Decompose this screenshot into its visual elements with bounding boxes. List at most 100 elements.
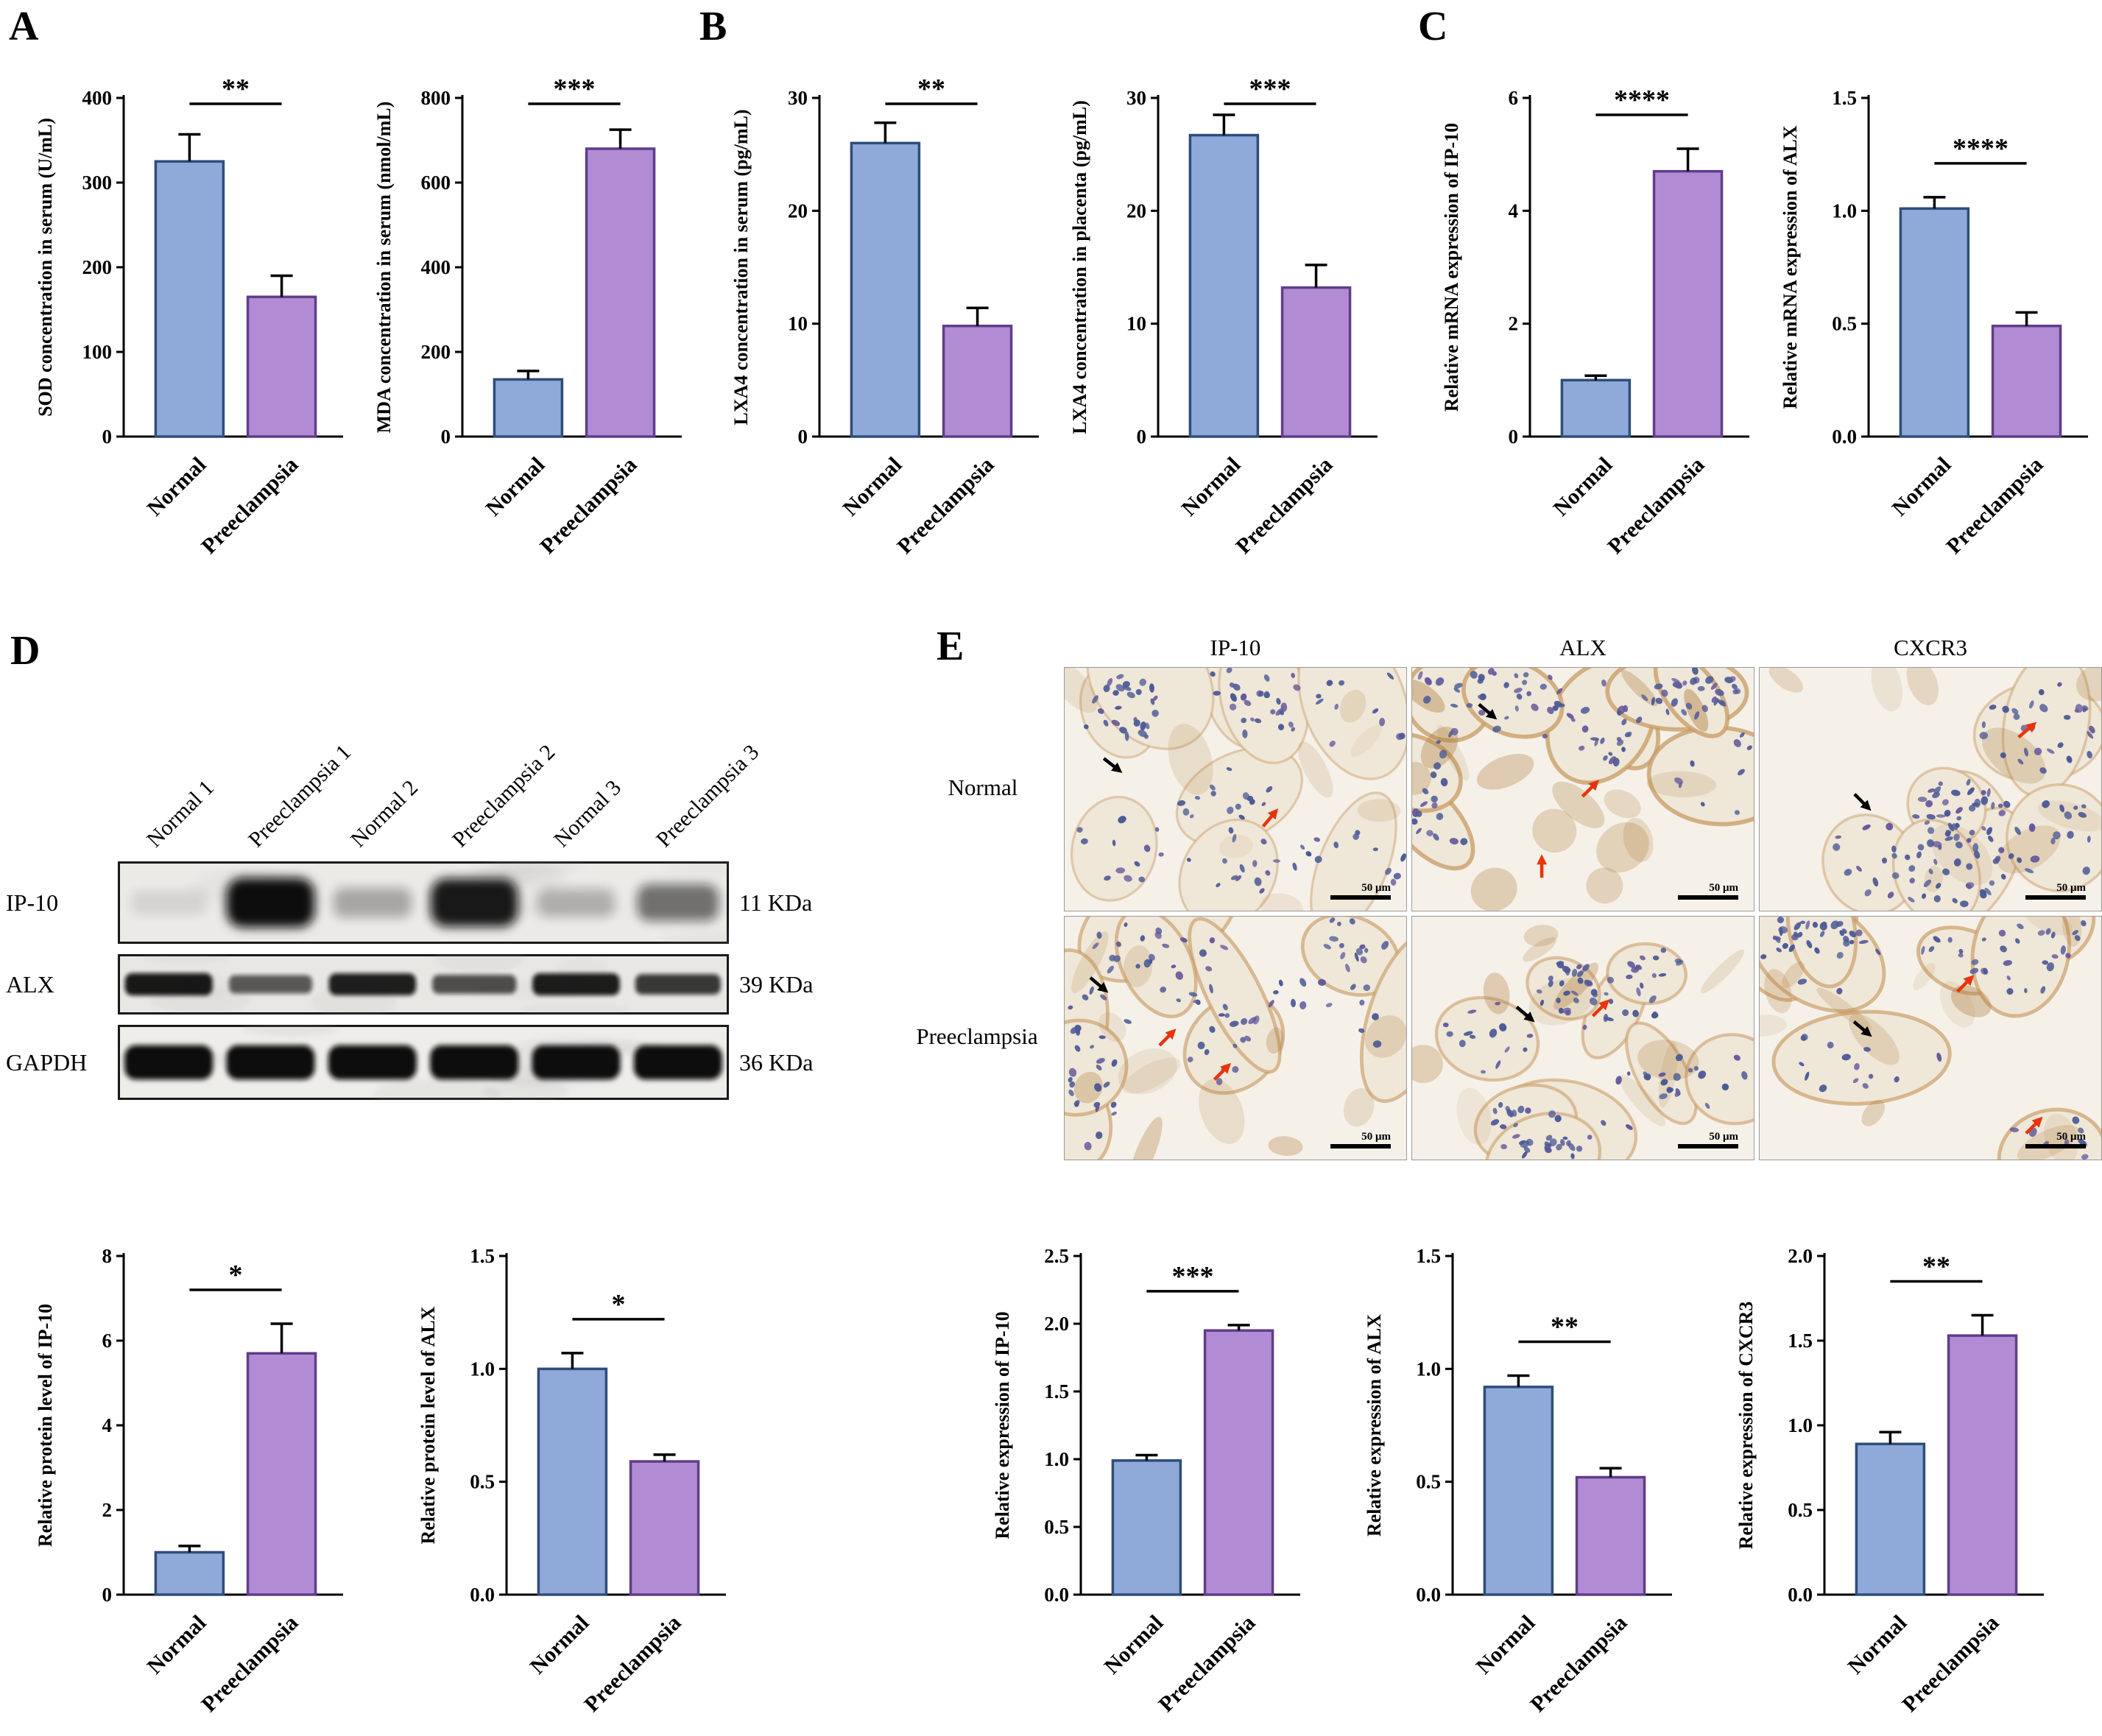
ihc-tile-normal-cxcr3: 50 μm [1759, 649, 2102, 934]
significance-stars: *** [553, 74, 595, 105]
y-tick-label: 800 [421, 87, 451, 109]
ihc-col-header-ip10: IP-10 [1210, 635, 1261, 660]
blot-protein-label: IP-10 [6, 889, 59, 916]
scale-bar [1678, 895, 1738, 900]
blot-kda-label: 36 KDa [739, 1049, 814, 1076]
blot-band [430, 878, 518, 927]
chart-svg-E1: 0.0 0.5 1.0 1.5 2.0 2.5 Relative expression of… [992, 1245, 1300, 1717]
scale-bar-label: 50 μm [1709, 1131, 1738, 1143]
x-category-label: Normal [481, 453, 549, 521]
blot-kda-label: 39 KDa [739, 971, 814, 998]
bar-normal [154, 1550, 225, 1596]
y-tick-label: 0 [102, 1584, 113, 1606]
scale-bar [1330, 895, 1391, 900]
bar-normal [154, 160, 225, 438]
scale-bar [2025, 895, 2086, 900]
black-arrow [1089, 976, 1109, 993]
y-tick-label: 0.5 [1416, 1471, 1441, 1493]
x-category-label: Preeclampsia [197, 1611, 303, 1717]
blot-row-svg [118, 853, 780, 953]
chart-mrna-alx: 0.0 0.5 1.0 1.5 Relative mRNA expression of … [1774, 40, 2098, 578]
y-tick-label: 200 [82, 256, 113, 278]
x-category-label: Preeclampsia [1154, 1611, 1260, 1717]
lane-label: Preeclampsia 2 [447, 739, 560, 853]
y-tick-label: 30 [1126, 87, 1146, 109]
y-tick-label: 0 [1509, 426, 1519, 448]
scale-bar-label: 50 μm [1361, 1131, 1391, 1143]
x-category-label: Normal [1548, 453, 1617, 521]
bar-normal [1855, 1442, 1926, 1596]
ihc-row-label-normal: Normal [948, 775, 1018, 800]
y-tick-label: 20 [1126, 200, 1146, 222]
x-category-label: Normal [1843, 1611, 1911, 1679]
panel-e-label: E [937, 624, 964, 669]
chart-svg-B2: 0 10 20 30 LXA4 concentration in placenta (p… [1069, 74, 1378, 559]
bar-preeclampsia [1991, 324, 2062, 438]
ihc-micrograph: 50 μm [1403, 916, 1782, 1207]
blot-band [131, 890, 207, 915]
blot-band-row-ip10 [118, 853, 780, 953]
bar-preeclampsia [942, 324, 1013, 438]
blot-band [532, 1045, 621, 1080]
lane-label: Normal 3 [549, 775, 627, 853]
y-tick-label: 100 [82, 341, 113, 363]
x-category-label: Normal [1887, 453, 1955, 521]
bar-preeclampsia [246, 295, 317, 438]
x-category-label: Normal [142, 453, 211, 521]
y-tick-label: 0.0 [1416, 1584, 1441, 1606]
y-tick-label: 300 [82, 172, 113, 194]
bar-preeclampsia [1575, 1475, 1646, 1596]
y-tick-label: 1.0 [1416, 1358, 1441, 1380]
y-tick-label: 1.5 [1788, 1330, 1813, 1352]
ihc-micrograph: 50 μm [1361, 649, 1792, 911]
ihc-micrograph: 50 μm [1759, 649, 2102, 934]
blot-band [124, 973, 213, 996]
x-category-label: Normal [838, 453, 906, 521]
y-tick-label: 1.0 [470, 1358, 495, 1380]
lane-label: Preeclampsia 1 [243, 739, 356, 853]
chart-svg-D1: 0 2 4 6 8 Relative protein level of IP-10 Norm… [35, 1245, 343, 1717]
significance-stars: * [228, 1260, 242, 1291]
y-axis-label: Relative protein level of ALX [417, 1306, 439, 1544]
x-category-label: Preeclampsia [579, 1611, 685, 1717]
x-category-label: Normal [1099, 1611, 1168, 1679]
significance-stars: ** [1922, 1252, 1950, 1282]
y-tick-label: 0 [102, 426, 113, 448]
y-tick-label: 200 [421, 341, 451, 363]
y-tick-label: 0 [1137, 426, 1147, 448]
y-tick-label: 0 [441, 426, 451, 448]
x-category-label: Normal [142, 1611, 211, 1679]
black-arrow [1102, 757, 1123, 773]
y-tick-label: 0.0 [1044, 1584, 1069, 1606]
panel-a-label: A [9, 4, 39, 49]
y-axis-label: SOD concentration in serum (U/mL) [35, 118, 56, 417]
panel-b-label: B [699, 4, 727, 49]
ihc-tile-preeclampsia-alx: 50 μm [1403, 916, 1782, 1207]
chart-mda-serum: 0 200 400 600 800 MDA concentration in serum … [368, 40, 692, 578]
y-tick-label: 6 [102, 1330, 113, 1352]
scale-bar-label: 50 μm [1361, 882, 1391, 894]
ihc-col-header-alx: ALX [1559, 635, 1607, 660]
bar-preeclampsia [1203, 1329, 1274, 1596]
chart-ihc-alx: 0.0 0.5 1.0 1.5 Relative expression of ALX No… [1358, 1199, 1682, 1736]
x-category-label: Normal [1471, 1611, 1540, 1679]
blot-band [124, 1045, 214, 1080]
chart-svg-C2: 0.0 0.5 1.0 1.5 Relative mRNA expression of … [1780, 87, 2088, 559]
y-tick-label: 0.5 [470, 1471, 495, 1493]
blot-band [328, 973, 417, 995]
y-axis-label: LXA4 concentration in serum (pg/mL) [730, 110, 752, 426]
y-tick-label: 2.0 [1788, 1245, 1813, 1267]
y-tick-label: 400 [82, 87, 113, 109]
y-tick-label: 4 [1509, 200, 1519, 222]
y-tick-label: 400 [421, 256, 451, 278]
blot-band [635, 974, 721, 995]
blot-row-svg [118, 941, 729, 1019]
bar-preeclampsia [1652, 169, 1724, 438]
chart-svg-D2: 0.0 0.5 1.0 1.5 Relative protein level of AL… [417, 1245, 726, 1717]
scale-bar [1678, 1144, 1738, 1148]
red-arrow [1261, 808, 1279, 828]
panel-d-label: D [10, 628, 40, 674]
significance-stars: *** [1249, 74, 1291, 105]
scale-bar [1330, 1144, 1391, 1148]
bar-normal [1111, 1459, 1182, 1596]
